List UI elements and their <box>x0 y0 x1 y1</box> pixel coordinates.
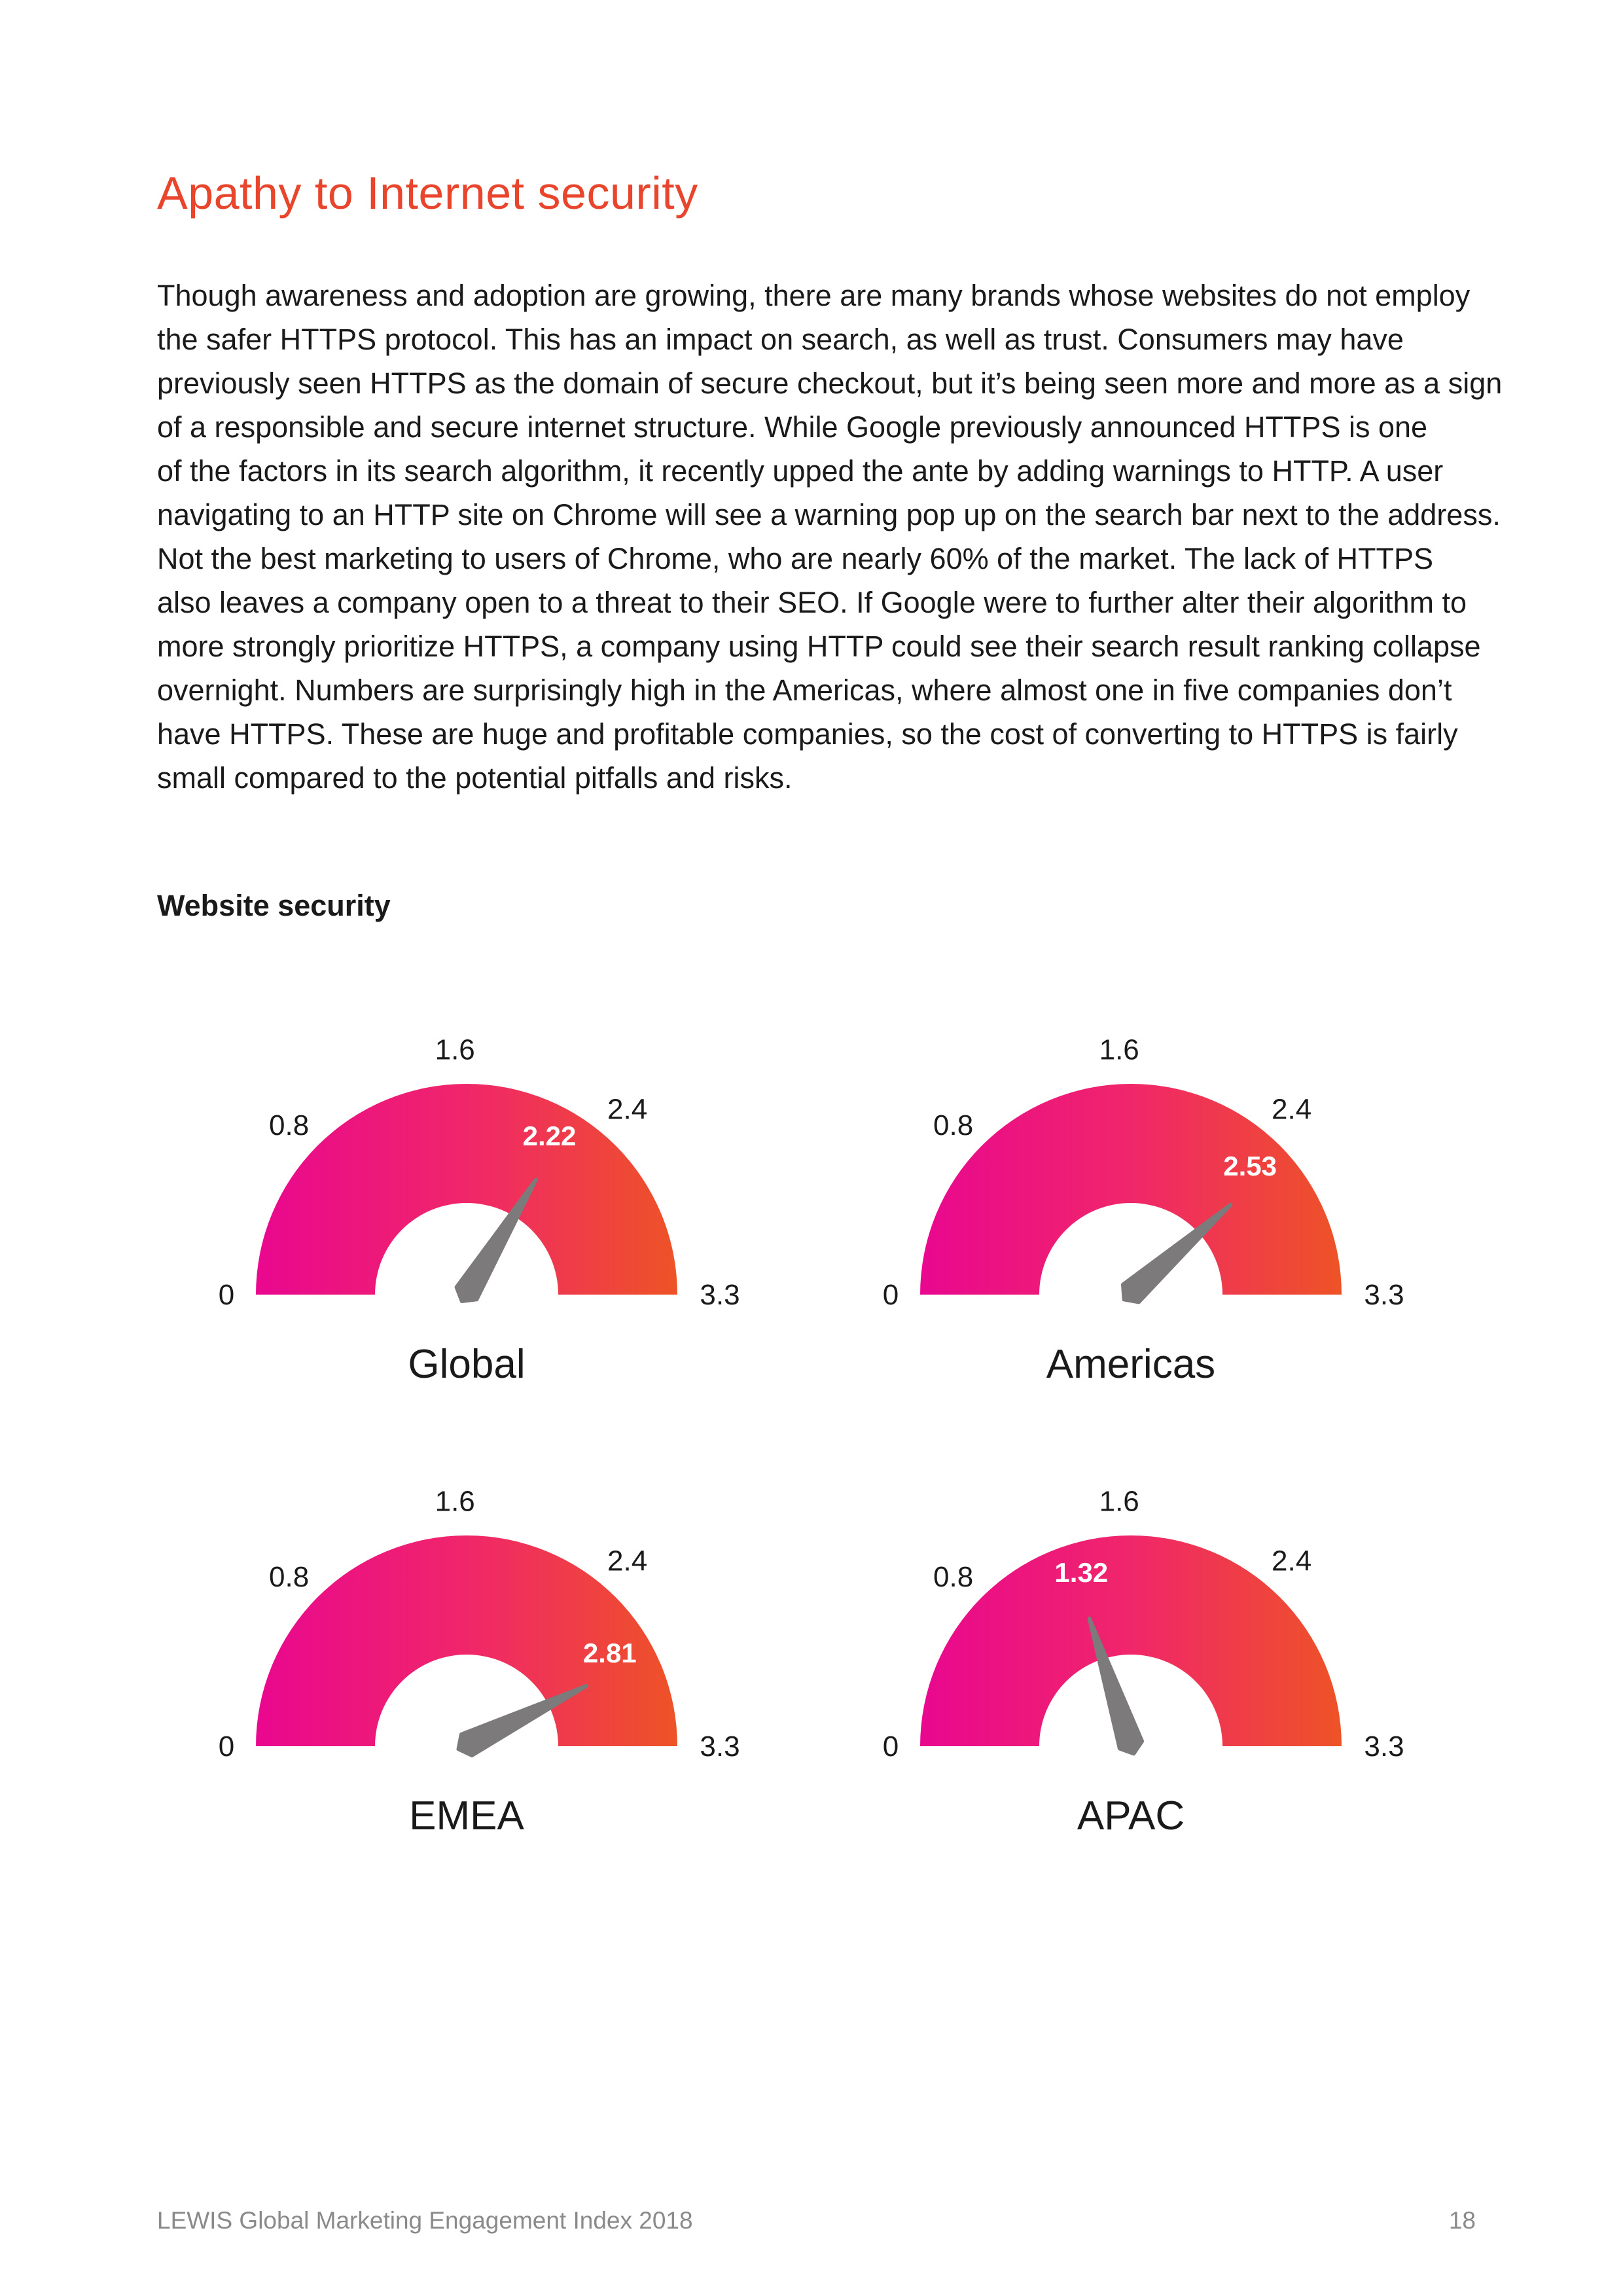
body-paragraph: Though awareness and adoption are growin… <box>157 274 1503 800</box>
footer-page-number: 18 <box>1448 2207 1476 2234</box>
gauge-needle <box>454 1177 538 1303</box>
gauge-tick-label: 0.8 <box>269 1561 309 1593</box>
gauge-charts: 0 0.8 1.6 2.4 3.3 2.22 Global 0 0.8 1.6 2.4 3.3 2.53… <box>219 1033 1404 1839</box>
gauge-value-label: 2.22 <box>523 1121 577 1151</box>
body-line: the safer HTTPS protocol. This has an im… <box>157 323 1404 356</box>
gauge-tick-label: 2.4 <box>607 1094 647 1126</box>
gauge-title: Americas <box>1046 1342 1215 1387</box>
gauge-value-label: 1.32 <box>1054 1557 1108 1588</box>
gauge-needle <box>1087 1617 1145 1756</box>
gauge-tick-label: 0.8 <box>933 1109 973 1141</box>
gauge-needle <box>1121 1202 1233 1304</box>
gauge-value-label: 2.81 <box>583 1638 637 1668</box>
body-line: of the factors in its search algorithm, … <box>157 454 1444 488</box>
body-line: previously seen HTTPS as the domain of s… <box>157 367 1503 400</box>
body-line: have HTTPS. These are huge and profitabl… <box>157 717 1458 751</box>
gauge-tick-label: 0.8 <box>933 1561 973 1593</box>
gauge-tick-label: 0 <box>883 1279 899 1311</box>
gauge-americas: 0 0.8 1.6 2.4 3.3 2.53 Americas <box>883 1033 1404 1387</box>
gauge-tick-label: 3.3 <box>1364 1279 1404 1311</box>
body-line: Though awareness and adoption are growin… <box>157 279 1471 312</box>
gauge-tick-label: 1.6 <box>435 1033 475 1066</box>
gauge-title: APAC <box>1077 1793 1185 1839</box>
gauge-tick-label: 1.6 <box>1099 1485 1139 1517</box>
gauge-title: Global <box>408 1342 525 1387</box>
gauge-needle <box>456 1683 589 1758</box>
gauge-apac: 0 0.8 1.6 2.4 3.3 1.32 APAC <box>883 1485 1404 1839</box>
gauge-arc <box>920 1084 1342 1295</box>
body-line: of a responsible and secure internet str… <box>157 410 1428 444</box>
page-title: Apathy to Internet security <box>157 168 698 219</box>
gauge-tick-label: 2.4 <box>1272 1545 1311 1577</box>
gauge-global: 0 0.8 1.6 2.4 3.3 2.22 Global <box>219 1033 740 1387</box>
gauge-tick-label: 0 <box>883 1731 899 1763</box>
gauge-emea: 0 0.8 1.6 2.4 3.3 2.81 EMEA <box>219 1485 740 1839</box>
gauge-tick-label: 1.6 <box>435 1485 475 1517</box>
gauge-arc <box>920 1535 1342 1746</box>
gauge-tick-label: 0.8 <box>269 1109 309 1141</box>
section-heading: Website security <box>157 889 391 922</box>
gauge-tick-label: 1.6 <box>1099 1033 1139 1066</box>
body-line: also leaves a company open to a threat t… <box>157 586 1467 619</box>
gauge-tick-label: 2.4 <box>607 1545 647 1577</box>
gauge-tick-label: 0 <box>219 1731 234 1763</box>
gauge-tick-label: 3.3 <box>700 1279 740 1311</box>
body-line: small compared to the potential pitfalls… <box>157 761 793 795</box>
gauge-tick-label: 3.3 <box>700 1731 740 1763</box>
gauge-arc <box>256 1084 677 1295</box>
gauge-title: EMEA <box>409 1793 524 1839</box>
body-line: more strongly prioritize HTTPS, a compan… <box>157 630 1481 663</box>
footer-publication: LEWIS Global Marketing Engagement Index … <box>157 2207 693 2234</box>
gauge-tick-label: 3.3 <box>1364 1731 1404 1763</box>
body-line: navigating to an HTTP site on Chrome wil… <box>157 498 1501 531</box>
gauge-value-label: 2.53 <box>1223 1151 1277 1181</box>
body-line: Not the best marketing to users of Chrom… <box>157 542 1434 575</box>
gauge-tick-label: 0 <box>219 1279 234 1311</box>
gauge-tick-label: 2.4 <box>1272 1094 1311 1126</box>
body-line: overnight. Numbers are surprisingly high… <box>157 673 1452 707</box>
